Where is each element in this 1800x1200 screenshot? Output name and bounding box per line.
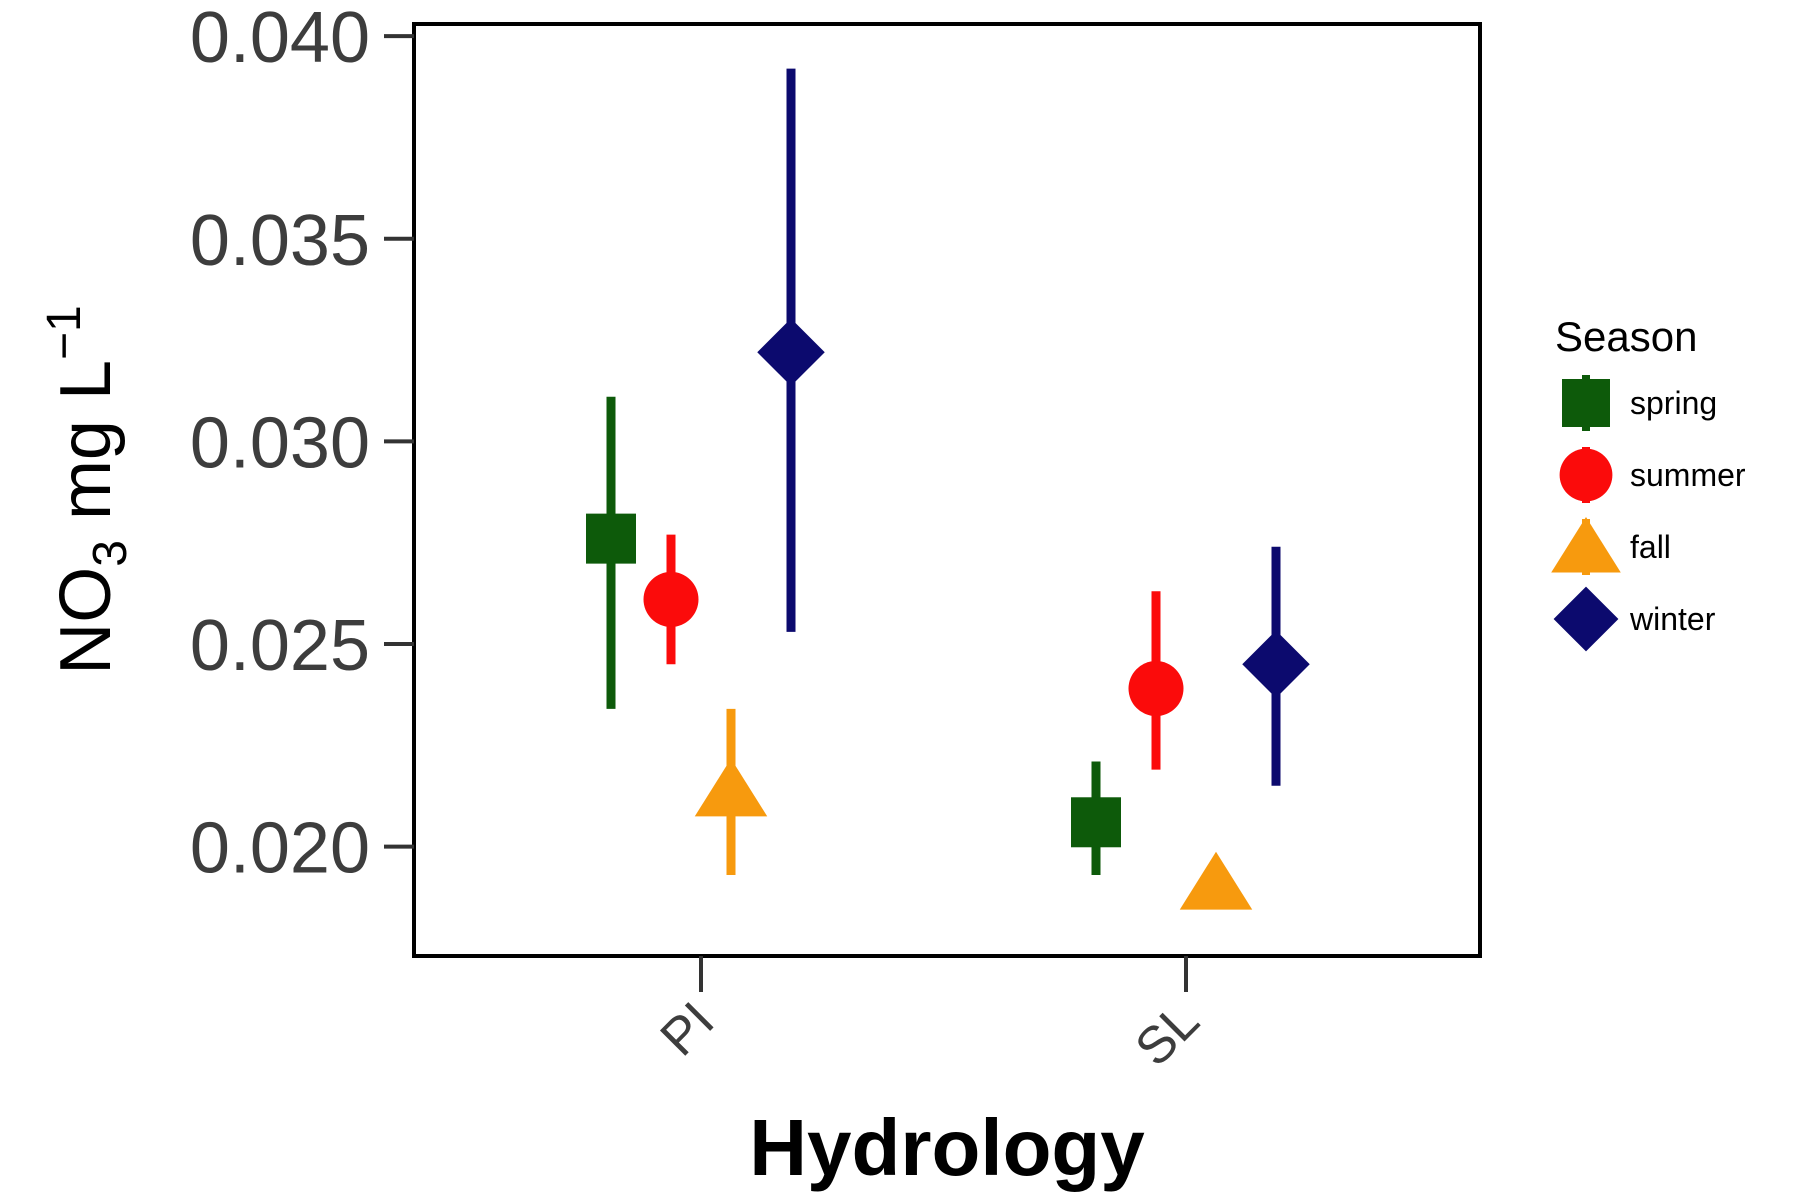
legend-key-summer	[1559, 448, 1613, 502]
legend-label-spring: spring	[1630, 385, 1717, 421]
y-axis-title-unit: mg L	[46, 360, 126, 540]
point-spring-SL	[1071, 797, 1121, 848]
plot-area	[412, 22, 1482, 958]
point-fall-PI	[694, 758, 768, 817]
legend-title: Season	[1555, 313, 1697, 360]
legend: Season spring summer fall winter	[1551, 313, 1746, 652]
point-summer-SL	[1128, 661, 1184, 717]
legend-label-summer: summer	[1630, 457, 1746, 493]
x-tick-label: PI	[650, 991, 726, 1067]
panel-border	[412, 22, 1482, 958]
y-axis: 0.020 0.025 0.030 0.035 0.040	[190, 0, 414, 889]
point-summer-PI	[643, 571, 699, 627]
x-tick-label: SL	[1124, 991, 1210, 1077]
data-layer	[586, 68, 1310, 910]
point-winter-PI	[757, 318, 825, 386]
y-tick-label: 0.030	[190, 403, 370, 483]
point-winter-SL	[1242, 630, 1310, 698]
legend-label-winter: winter	[1629, 601, 1716, 637]
y-axis-title-base: NO	[46, 567, 126, 675]
legend-label-fall: fall	[1630, 529, 1671, 565]
point-fall-SL	[1179, 851, 1253, 910]
y-tick-label: 0.020	[190, 809, 370, 889]
y-axis-title: NO3 mg L−1	[38, 305, 137, 675]
x-axis-title: Hydrology	[749, 1103, 1145, 1192]
y-axis-title-subscript: 3	[84, 540, 137, 567]
legend-keys: spring summer fall winter	[1551, 375, 1746, 652]
legend-key-winter	[1553, 586, 1619, 652]
legend-key-spring	[1562, 379, 1610, 427]
y-tick-label: 0.035	[190, 201, 370, 281]
y-tick-label: 0.025	[190, 606, 370, 686]
y-axis-title-superscript: −1	[38, 305, 91, 360]
point-spring-PI	[586, 513, 636, 564]
x-axis: PI SL	[650, 956, 1210, 1077]
y-tick-label: 0.040	[190, 0, 370, 78]
legend-key-fall	[1551, 517, 1621, 573]
